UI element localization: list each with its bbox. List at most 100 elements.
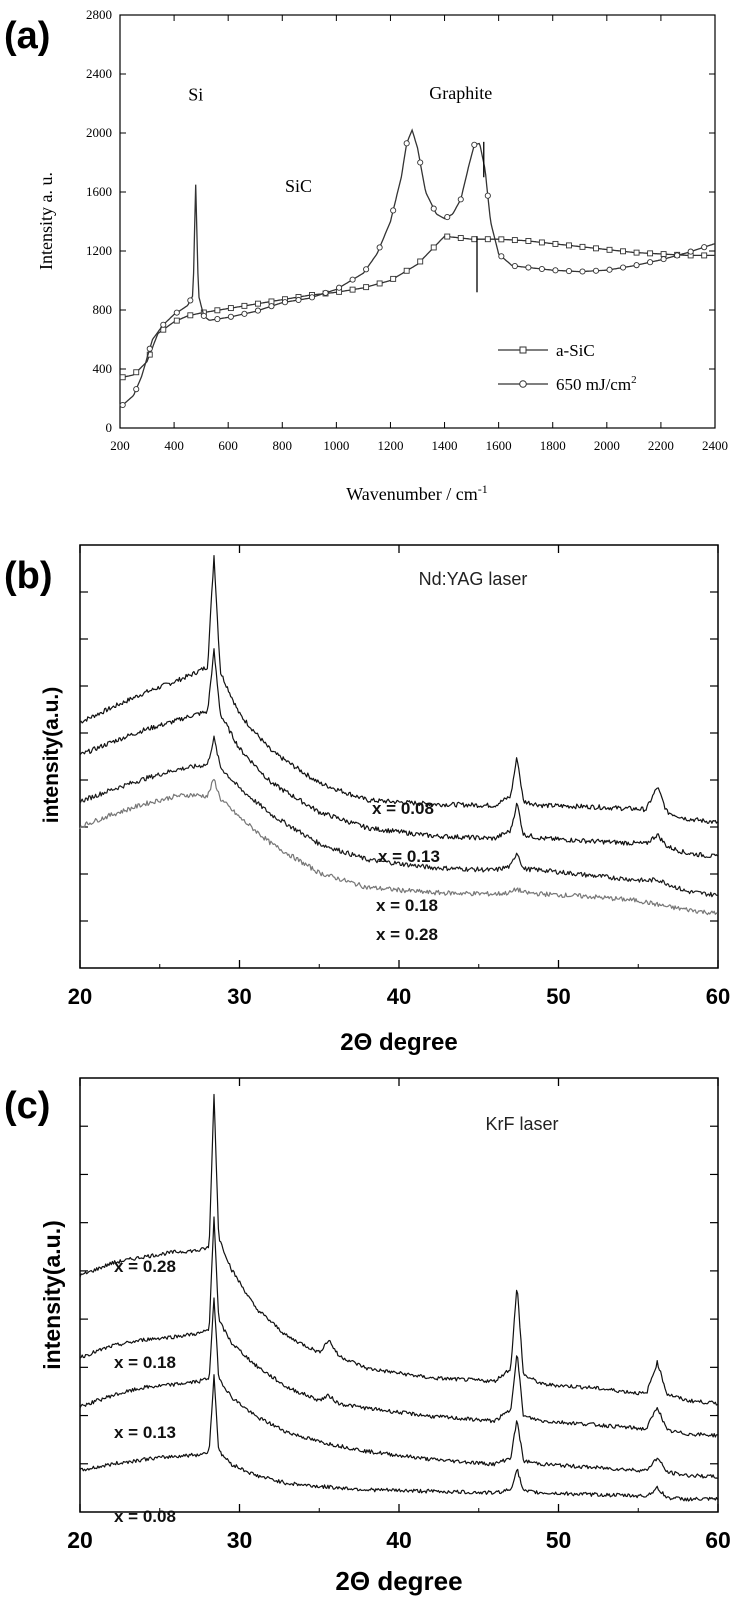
data-point-square [539,240,544,245]
data-point-circle [472,142,477,147]
data-point-square [580,244,585,249]
legend-label-a-sic: a-SiC [556,341,595,360]
data-point-circle [539,266,544,271]
series-label: x = 0.08 [372,799,434,818]
data-point-circle [526,265,531,270]
chart-panel-a: (a) 200 400 600 800 1000 1200 1400 1600 1800 2000… [0,0,751,530]
data-point-circle [566,268,571,273]
data-point-circle [174,310,179,315]
data-point-circle [147,346,152,351]
data-point-square [215,308,220,313]
data-point-square [188,313,193,318]
y-tick-label: 800 [93,302,113,317]
y-tick-label: 1200 [86,243,112,258]
series-label: x = 0.13 [378,847,440,866]
data-point-circle [282,300,287,305]
x-tick-label: 2000 [594,438,620,453]
data-point-circle [188,298,193,303]
series-label: x = 0.18 [376,896,438,915]
legend-label-650mj: 650 mJ/cm2 [556,374,637,394]
data-point-circle [134,387,139,392]
y-axis-label: intensity(a.u.) [40,687,63,824]
data-point-circle [377,245,382,250]
series-label: x = 0.13 [114,1423,176,1442]
y-tick-label: 0 [106,420,113,435]
data-point-circle [512,263,517,268]
data-point-square [242,303,247,308]
data-point-circle [242,311,247,316]
x-tick-label: 2200 [648,438,674,453]
data-point-circle [580,269,585,274]
data-point-square [404,268,409,273]
data-point-circle [255,308,260,313]
series-line-008 [80,556,718,824]
x-tick-label: 60 [705,1527,731,1553]
x-tick-label: 50 [546,984,570,1009]
x-tick-label: 50 [546,1527,572,1553]
data-point-square [350,287,355,292]
x-tick-label: 1600 [486,438,512,453]
x-tick-label: 2400 [702,438,728,453]
x-tick-label: 20 [68,984,92,1009]
data-point-square [607,247,612,252]
panel-label-a: (a) [4,15,50,57]
data-point-circle [269,304,274,309]
x-tick-label: 30 [227,984,251,1009]
x-tick-label: 20 [67,1527,93,1553]
data-point-circle [215,316,220,321]
raman-spectrum-chart: (a) 200 400 600 800 1000 1200 1400 1600 1800 2000… [0,0,751,530]
y-tick-label: 1600 [86,184,112,199]
data-point-square [553,241,558,246]
data-point-circle [620,265,625,270]
chart-title: Nd:YAG laser [419,569,528,589]
data-point-square [377,281,382,286]
panel-label-b: (b) [4,555,53,597]
data-point-circle [364,267,369,272]
annotation-si: Si [188,85,203,105]
x-tick-label: 30 [227,1527,253,1553]
chart-panel-b: (b) 20 30 40 50 60 x = 0.08 x = 0.13 x = 0.18 x… [0,530,751,1060]
data-point-circle [323,290,328,295]
x-tick-label: 1000 [323,438,349,453]
data-point-circle [350,277,355,282]
data-point-square [621,249,626,254]
series-line-013 [80,1298,718,1478]
data-point-square [702,253,707,258]
y-tick-label: 400 [93,361,113,376]
data-point-square [120,375,125,380]
x-axis-label: 2Θ degree [335,1566,462,1596]
data-point-square [634,250,639,255]
data-point-square [255,301,260,306]
data-point-circle [607,267,612,272]
xrd-krf-chart: (c) 20 30 40 50 60 x = 0.28x = 0.18x = 0.13x… [0,1060,751,1600]
x-tick-label: 1400 [432,438,458,453]
x-tick-label: 600 [218,438,238,453]
data-point-square [458,236,463,241]
data-point-square [472,237,477,242]
y-tick-label: 2400 [86,66,112,81]
data-point-circle [647,260,652,265]
y-tick-label: 2800 [86,7,112,22]
legend-marker-square [520,347,526,353]
x-axis-label: 2Θ degree [340,1029,457,1056]
series-label: x = 0.28 [114,1257,176,1276]
panel-label-c: (c) [4,1085,50,1127]
data-point-circle [499,254,504,259]
plot-frame [120,15,715,428]
x-tick-label: 800 [273,438,293,453]
data-point-square [661,252,666,257]
data-point-circle [391,208,396,213]
series-line-a-sic [120,236,715,378]
series-line-018 [80,1217,718,1437]
data-point-circle [445,214,450,219]
x-tick-label: 1200 [377,438,403,453]
data-point-circle [553,268,558,273]
x-tick-label: 1800 [540,438,566,453]
data-point-square [445,234,450,239]
data-point-circle [120,402,125,407]
data-point-circle [418,160,423,165]
data-point-circle [675,253,680,258]
annotation-sic: SiC [285,176,312,196]
y-tick-label: 2000 [86,125,112,140]
data-point-circle [702,245,707,250]
